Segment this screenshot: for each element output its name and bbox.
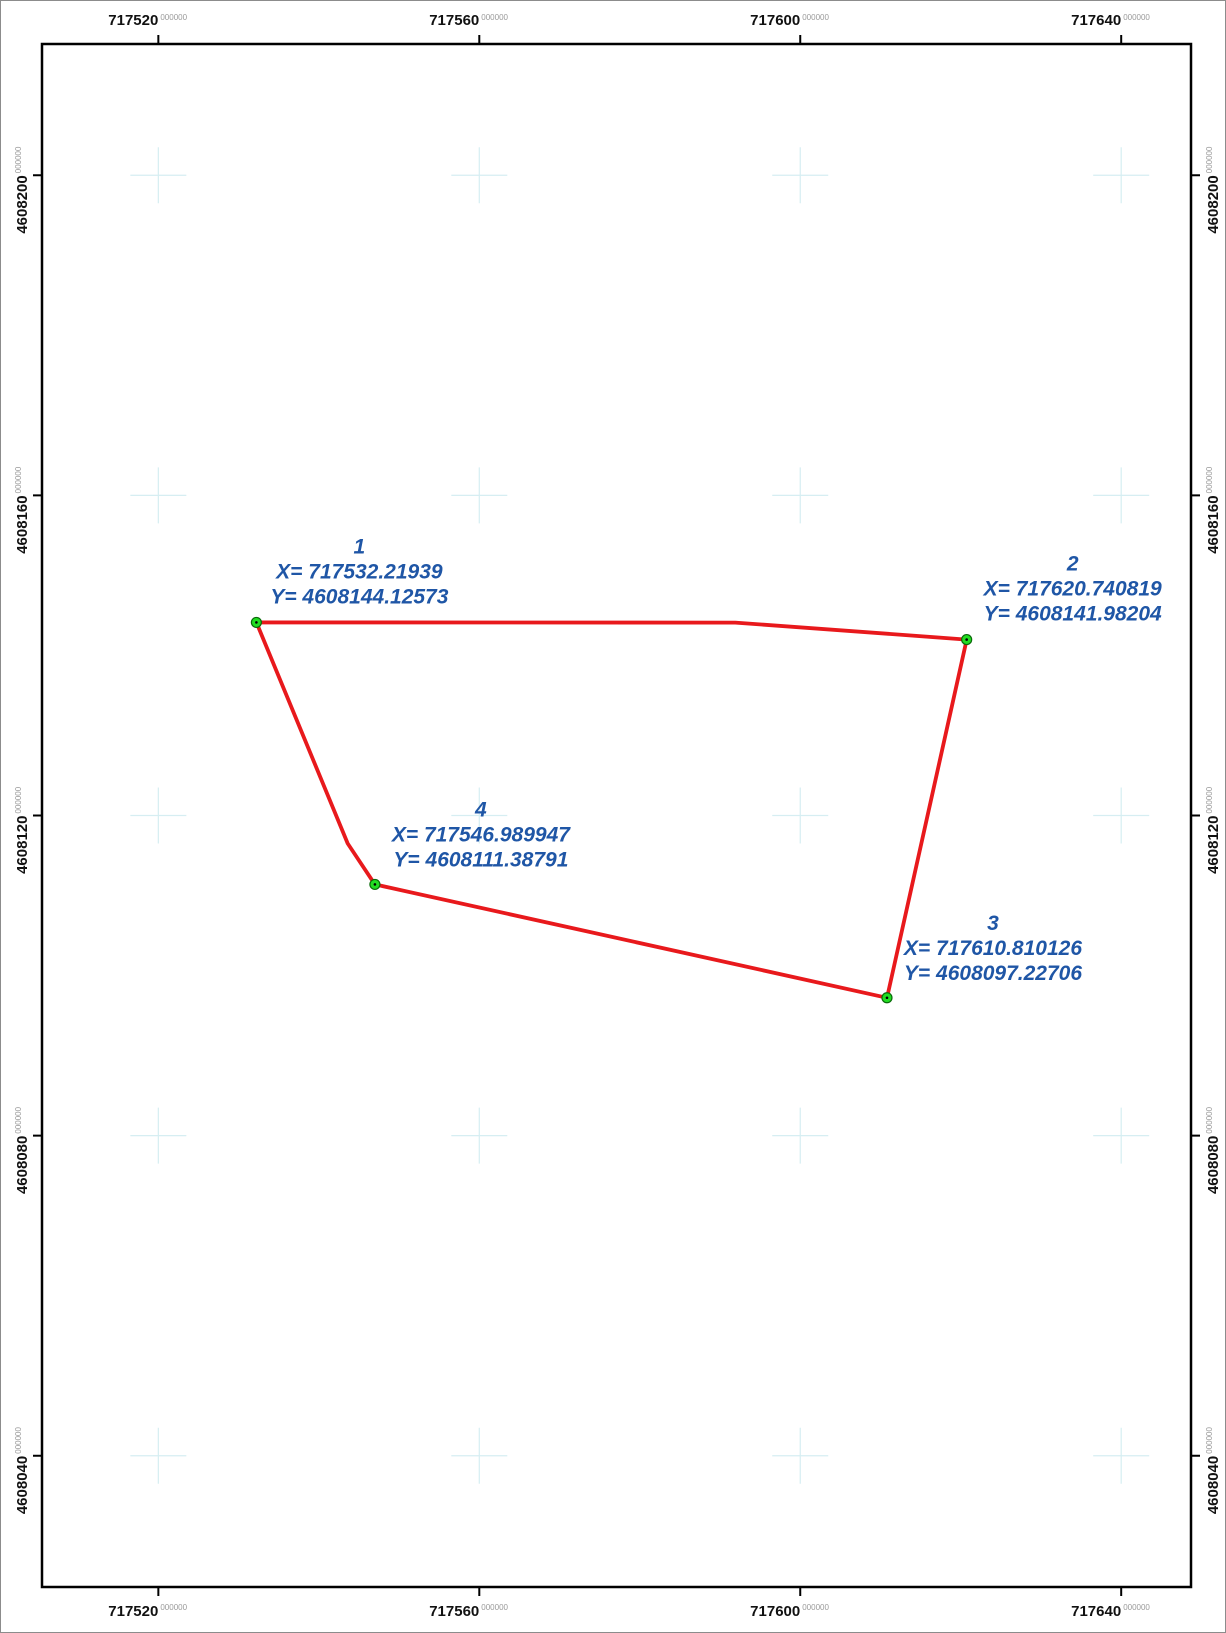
y-tick-sublabel: 000000 <box>14 1427 23 1454</box>
vertex-center-dot <box>255 621 258 624</box>
x-tick-label: 717560 <box>429 1603 479 1620</box>
vertex-id: 3 <box>987 912 999 935</box>
x-ticks-top: 717520 000000 717560 000000 717600 000000 7176… <box>108 12 1150 44</box>
y-ticks-right: 4608200 000000 4608160 000000 4608120 000000 4… <box>1191 146 1222 1514</box>
y-tick-label: 4608160 <box>14 495 31 553</box>
y-tick-label: 4608200 <box>1205 175 1222 233</box>
y-ticks-left: 4608200 000000 4608160 000000 4608120 000000 4… <box>14 146 42 1514</box>
vertex-id: 2 <box>1066 553 1079 576</box>
parcel-layer <box>250 616 973 1004</box>
x-tick-label: 717520 <box>108 1603 158 1620</box>
x-ticks-bottom: 717520 000000 717560 000000 717600 000000 7176… <box>108 1587 1150 1620</box>
x-tick-sublabel: 000000 <box>1123 1603 1150 1612</box>
y-tick-sublabel: 000000 <box>14 786 23 813</box>
x-tick-label: 717600 <box>750 1603 800 1620</box>
vertex-x-coordinate: X= 717610.810126 <box>903 937 1082 960</box>
x-tick-label: 717520 <box>108 12 158 29</box>
y-tick-label: 4608120 <box>1205 816 1222 874</box>
y-tick-sublabel: 000000 <box>14 466 23 493</box>
x-tick-label: 717560 <box>429 12 479 29</box>
x-tick-sublabel: 000000 <box>1123 13 1150 22</box>
y-tick-sublabel: 000000 <box>1205 146 1214 173</box>
x-tick-sublabel: 000000 <box>160 13 187 22</box>
x-tick-label: 717640 <box>1071 12 1121 29</box>
x-tick-label: 717640 <box>1071 1603 1121 1620</box>
vertex-id: 4 <box>474 798 487 821</box>
vertex-y-coordinate: Y= 4608111.38791 <box>393 848 568 871</box>
vertex-center-dot <box>965 638 968 641</box>
x-tick-label: 717600 <box>750 12 800 29</box>
x-tick-sublabel: 000000 <box>481 1603 508 1612</box>
y-tick-label: 4608040 <box>1205 1456 1222 1514</box>
y-tick-sublabel: 000000 <box>1205 1427 1214 1454</box>
x-tick-sublabel: 000000 <box>802 1603 829 1612</box>
vertex-id: 1 <box>354 535 366 558</box>
y-tick-sublabel: 000000 <box>14 1106 23 1133</box>
vertex-x-coordinate: X= 717546.989947 <box>391 823 571 846</box>
y-tick-label: 4608080 <box>14 1136 31 1194</box>
map-frame <box>40 42 1193 1589</box>
parcel-boundary <box>254 620 969 1000</box>
y-tick-sublabel: 000000 <box>1205 466 1214 493</box>
vertex-center-dot <box>885 996 889 1000</box>
vertex-y-coordinate: Y= 4608144.12573 <box>270 585 448 608</box>
x-tick-sublabel: 000000 <box>481 13 508 22</box>
y-tick-label: 4608120 <box>14 816 31 874</box>
y-tick-label: 4608160 <box>1205 495 1222 553</box>
y-tick-label: 4608080 <box>1205 1136 1222 1194</box>
grid-crosses <box>130 147 1150 1484</box>
y-tick-sublabel: 000000 <box>1205 786 1214 813</box>
vertex-x-coordinate: X= 717532.21939 <box>275 560 443 583</box>
y-tick-label: 4608200 <box>14 175 31 233</box>
vertex-y-coordinate: Y= 4608141.98204 <box>984 603 1162 626</box>
x-tick-sublabel: 000000 <box>160 1603 187 1612</box>
vertex-center-dot <box>373 883 377 886</box>
y-tick-sublabel: 000000 <box>1205 1106 1214 1133</box>
y-tick-label: 4608040 <box>14 1456 31 1514</box>
vertex-y-coordinate: Y= 4608097.22706 <box>904 962 1082 985</box>
x-tick-sublabel: 000000 <box>802 13 829 22</box>
y-tick-sublabel: 000000 <box>14 146 23 173</box>
vertex-x-coordinate: X= 717620.740819 <box>983 578 1162 601</box>
